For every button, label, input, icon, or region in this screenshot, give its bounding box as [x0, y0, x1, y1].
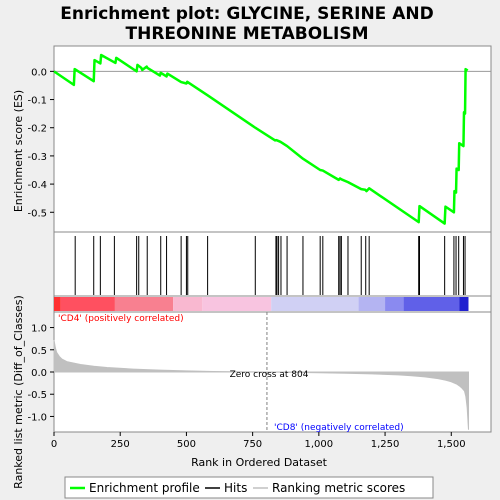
enrichment-profile-line: [53, 53, 469, 225]
gradient-block: [271, 297, 359, 311]
metric-y-tick-label: -0.5: [27, 390, 47, 401]
x-tick-label: 500: [177, 439, 196, 450]
gradient-block: [114, 297, 174, 311]
es-y-tick-label: -0.1: [27, 96, 47, 107]
es-y-tick-label: -0.2: [27, 124, 47, 135]
gradient-block: [202, 297, 272, 311]
metric-y-axis-label: Ranked list metric (Diff_of_Classes): [12, 295, 25, 489]
gradient-block: [403, 297, 460, 311]
x-tick-label: 1,500: [437, 439, 466, 450]
gradient-block: [459, 297, 469, 311]
es-panel: 0.0 -0.1 -0.2 -0.3 -0.4 -0.5 Enrichment score…: [12, 45, 492, 233]
x-tick-label: 1,000: [305, 439, 334, 450]
gradient-block: [60, 297, 115, 311]
es-y-tick-label: -0.4: [27, 180, 47, 191]
es-y-axis-label: Enrichment score (ES): [12, 90, 25, 212]
gradient-block: [54, 297, 61, 311]
es-y-tick-label: -0.3: [27, 152, 47, 163]
metric-panel: 'CD4' (positively correlated) Zero cross…: [12, 295, 492, 489]
ranking-metric-area: [53, 339, 469, 430]
rank-gradient-bar: [53, 295, 492, 313]
x-axis-label: Rank in Ordered Dataset: [191, 456, 328, 469]
legend-label-hits: Hits: [224, 481, 247, 495]
x-tick-label: 1,250: [371, 439, 400, 450]
metric-y-tick-label: 0.0: [31, 368, 47, 379]
x-axis: 0 250 500 750 1,000 1,250 1,500: [51, 432, 466, 450]
legend-box: [64, 476, 434, 499]
gradient-block: [385, 297, 404, 311]
es-y-tick-label: 0.0: [31, 67, 47, 78]
zero-cross-label: Zero cross at 804: [230, 370, 309, 380]
es-y-tick-label: -0.5: [27, 208, 47, 219]
metric-y-tick-label: 1.0: [31, 324, 47, 335]
legend: Enrichment profile Hits Ranking metric s…: [64, 476, 434, 499]
metric-y-tick-label: -1.0: [27, 412, 47, 423]
neg-correlated-label: 'CD8' (negatively correlated): [274, 423, 404, 433]
hits-panel-frame: [53, 231, 492, 297]
gradient-block: [358, 297, 386, 311]
x-tick-label: 750: [243, 439, 262, 450]
legend-label-enrichment-profile: Enrichment profile: [89, 481, 200, 495]
metric-y-tick-label: 0.5: [31, 346, 47, 357]
chart-title-line-2: THREONINE METABOLISM: [126, 24, 369, 44]
gradient-block: [173, 297, 203, 311]
x-tick-label: 250: [111, 439, 130, 450]
hits-panel: [53, 231, 492, 297]
chart-title-line-1: Enrichment plot: GLYCINE, SERINE AND: [60, 4, 433, 24]
x-tick-label: 0: [51, 439, 57, 450]
pos-correlated-label: 'CD4' (positively correlated): [58, 314, 184, 324]
legend-label-ranking-metric: Ranking metric scores: [272, 481, 405, 495]
